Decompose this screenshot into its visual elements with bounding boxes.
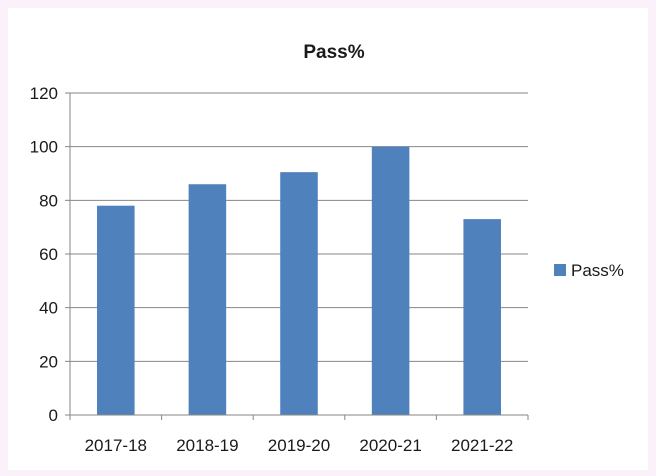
x-tick-label: 2021-22	[451, 436, 513, 455]
y-tick-label: 40	[39, 299, 58, 318]
y-tick-label: 60	[39, 245, 58, 264]
legend-swatch	[554, 264, 566, 276]
bar-chart: Pass% 0 20 40 60 80 100 120 2017-18 2018-19 2019…	[30, 42, 624, 455]
y-tick-label: 20	[39, 352, 58, 371]
x-tick-label: 2020-21	[359, 436, 421, 455]
bar-2019-20	[280, 172, 318, 415]
legend: Pass%	[554, 261, 624, 280]
x-axis-ticks: 2017-18 2018-19 2019-20 2020-21 2021-22	[69, 415, 529, 455]
legend-label: Pass%	[571, 261, 624, 280]
bars	[97, 146, 501, 415]
y-axis-ticks: 0 20 40 60 80 100 120	[30, 84, 70, 425]
chart-panel: Pass% 0 20 40 60 80 100 120 2017-18 2018-19 2019…	[8, 8, 648, 470]
y-tick-label: 0	[49, 406, 58, 425]
bar-2017-18	[97, 205, 135, 415]
x-tick-label: 2018-19	[176, 436, 238, 455]
x-tick-label: 2019-20	[268, 436, 330, 455]
bar-2021-22	[463, 219, 501, 415]
y-tick-label: 120	[30, 84, 58, 103]
bar-2020-21	[371, 146, 410, 415]
x-tick-label: 2017-18	[85, 436, 147, 455]
y-tick-label: 100	[30, 138, 58, 157]
bar-2018-19	[188, 184, 227, 415]
y-tick-label: 80	[39, 191, 58, 210]
chart-title: Pass%	[303, 42, 364, 63]
